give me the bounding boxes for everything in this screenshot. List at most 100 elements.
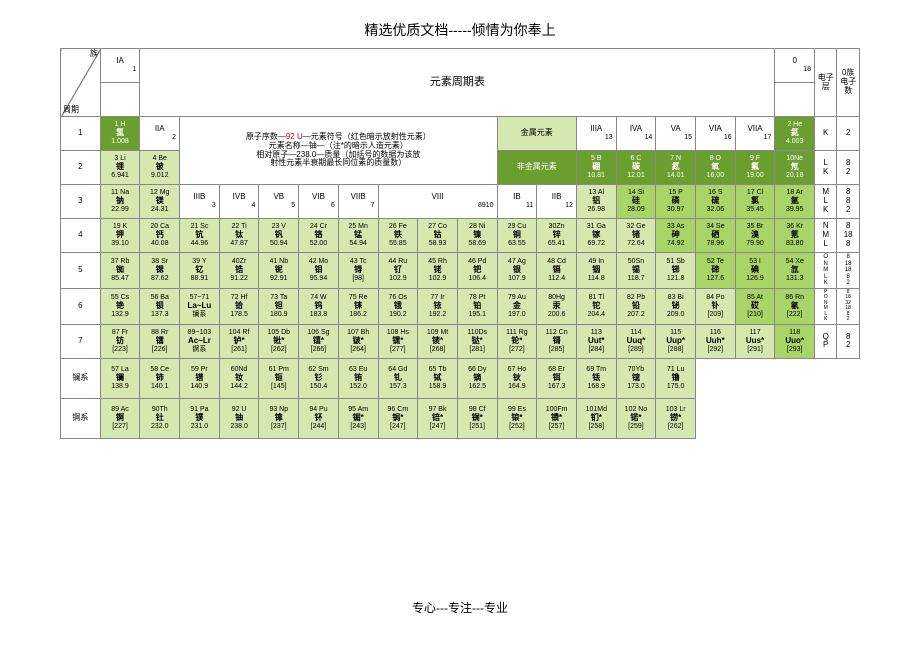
el-pu: 94 Pu钚[244] xyxy=(299,398,339,438)
el-cr: 24 Cr铬52.00 xyxy=(299,219,339,253)
period-7: 7 xyxy=(61,324,101,358)
el-o: 8 O氧16.00 xyxy=(696,151,736,185)
group-viib: VIIB7 xyxy=(338,185,378,219)
el-mo: 42 Mo钼95.94 xyxy=(299,253,339,289)
el-uup: 115Uup*[288] xyxy=(656,324,696,358)
el-p: 15 P磷30.97 xyxy=(656,185,696,219)
el-al: 13 Al铝26.98 xyxy=(576,185,616,219)
el-h: 1 H氢1.008 xyxy=(100,117,140,151)
el-hf: 72 Hf铪178.5 xyxy=(219,288,259,324)
el-sn: 50Sn锡118.7 xyxy=(616,253,656,289)
metal-legend: 金属元素 xyxy=(497,117,576,151)
el-er: 68 Er铒167.3 xyxy=(537,358,577,398)
el-uuq: 114Uuq*[289] xyxy=(616,324,656,358)
shelln-4: 8 18 8 xyxy=(837,219,860,253)
period-5: 5 xyxy=(61,253,101,289)
el-uut: 113Uut*[284] xyxy=(576,324,616,358)
el-sm: 62 Sm钐150.4 xyxy=(299,358,339,398)
group-ivb: IVB4 xyxy=(219,185,259,219)
el-b: 5 B硼10.81 xyxy=(576,151,616,185)
el-ce: 58 Ce铈140.1 xyxy=(140,358,180,398)
el-ho: 67 Ho钬164.9 xyxy=(497,358,537,398)
el-ac: 89 Ac锕[227] xyxy=(100,398,140,438)
el-nb: 41 Nb铌92.91 xyxy=(259,253,299,289)
el-pr: 59 Pr镨140.9 xyxy=(180,358,220,398)
el-br: 35 Br溴79.90 xyxy=(735,219,775,253)
el-na: 11 Na钠22.99 xyxy=(100,185,140,219)
el-w: 74 W钨183.8 xyxy=(299,288,339,324)
el-cn: 112 Cn鿔[285] xyxy=(537,324,577,358)
shell-3: M L K xyxy=(815,185,837,219)
el-be: 4 Be铍9.012 xyxy=(140,151,180,185)
shelln-5: 8 18 18 8 2 xyxy=(837,253,860,289)
period-6: 6 xyxy=(61,288,101,324)
el-rg: 111 Rg𬬭*[272] xyxy=(497,324,537,358)
el-li: 3 Li锂6.941 xyxy=(100,151,140,185)
group-iiib: IIIB3 xyxy=(180,185,220,219)
period-2: 2 xyxy=(61,151,101,185)
group-via: VIA16 xyxy=(696,117,736,151)
el-mt: 109 Mt鿏*[268] xyxy=(418,324,458,358)
period-4: 4 xyxy=(61,219,101,253)
group-0: 018 xyxy=(775,49,815,83)
el-pa: 91 Pa镤231.0 xyxy=(180,398,220,438)
nonmetal-legend: 非金属元素 xyxy=(497,151,576,185)
el-dy: 66 Dy镝162.5 xyxy=(457,358,497,398)
el-mn: 25 Mn锰54.94 xyxy=(338,219,378,253)
el-ca: 20 Ca钙40.08 xyxy=(140,219,180,253)
el-pb: 82 Pb铅207.2 xyxy=(616,288,656,324)
shell-5: O N M L K xyxy=(815,253,837,289)
el-lu: 71 Lu镥175.0 xyxy=(656,358,696,398)
el-sb: 51 Sb锑121.8 xyxy=(656,253,696,289)
el-re: 75 Re铼186.2 xyxy=(338,288,378,324)
el-u: 92 U铀238.0 xyxy=(219,398,259,438)
el-hs: 108 Hs𬭶*[277] xyxy=(378,324,418,358)
shelln-6: 8 18 32 18 8 2 xyxy=(837,288,860,324)
periodic-table: 族周期 IA1 元素周期表 018 电子层 0族电子数 1 1 H氢1.008 … xyxy=(60,48,860,439)
group-vib: VIB6 xyxy=(299,185,339,219)
shell-4: N M L xyxy=(815,219,837,253)
el-zr: 40Zr锆91.22 xyxy=(219,253,259,289)
el-as: 33 As砷74.92 xyxy=(656,219,696,253)
el-n: 7 N氮14.01 xyxy=(656,151,696,185)
el-np: 93 Np镎[237] xyxy=(259,398,299,438)
el-am: 95 Am镅*[243] xyxy=(338,398,378,438)
el-at: 85 At砹[210] xyxy=(735,288,775,324)
el-lr: 103 Lr铹*[262] xyxy=(656,398,696,438)
el-cm: 96 Cm锔*[247] xyxy=(378,398,418,438)
el-tl: 81 Tl铊204.4 xyxy=(576,288,616,324)
el-pt: 78 Pt铂195.1 xyxy=(457,288,497,324)
el-rf: 104 Rf𬬻*[261] xyxy=(219,324,259,358)
el-y: 39 Y钇88.91 xyxy=(180,253,220,289)
el-au: 79 Au金197.0 xyxy=(497,288,537,324)
group-iiia: IIIA13 xyxy=(576,117,616,151)
el-es: 99 Es锿*[252] xyxy=(497,398,537,438)
el-in: 49 In铟114.8 xyxy=(576,253,616,289)
el-pm: 61 Pm钷[145] xyxy=(259,358,299,398)
el-ga: 31 Ga镓69.72 xyxy=(576,219,616,253)
el-si: 14 Si硅28.09 xyxy=(616,185,656,219)
shelln-7: 8 2 xyxy=(837,324,860,358)
el-ag: 47 Ag银107.9 xyxy=(497,253,537,289)
el-rh: 45 Rh铑102.9 xyxy=(418,253,458,289)
el-bi: 83 Bi铋209.0 xyxy=(656,288,696,324)
el-cd: 48 Cd镉112.4 xyxy=(537,253,577,289)
el-tm: 69 Tm铥168.9 xyxy=(576,358,616,398)
el-po: 84 Po钋[209] xyxy=(696,288,736,324)
el-aclr: 89~103Ac~Lr锕系 xyxy=(180,324,220,358)
el-s: 16 S硫32.06 xyxy=(696,185,736,219)
el-ar: 18 Ar氩39.95 xyxy=(775,185,815,219)
group-viia: VIIA17 xyxy=(735,117,775,151)
hdr-shellnum: 0族电子数 xyxy=(837,49,860,117)
el-uus: 117Uus*[291] xyxy=(735,324,775,358)
el-ta: 73 Ta钽180.9 xyxy=(259,288,299,324)
el-nd: 60Nd钕144.2 xyxy=(219,358,259,398)
el-ti: 22 Ti钛47.87 xyxy=(219,219,259,253)
page-header: 精选优质文档-----倾情为你奉上 xyxy=(60,20,860,40)
el-uuh: 116Uuh*[292] xyxy=(696,324,736,358)
el-co: 27 Co钴58.93 xyxy=(418,219,458,253)
el-ra: 88 Rr镭[226] xyxy=(140,324,180,358)
period-1: 1 xyxy=(61,117,101,151)
el-bh: 107 Bh𬭛*[264] xyxy=(338,324,378,358)
group-va: VA15 xyxy=(656,117,696,151)
